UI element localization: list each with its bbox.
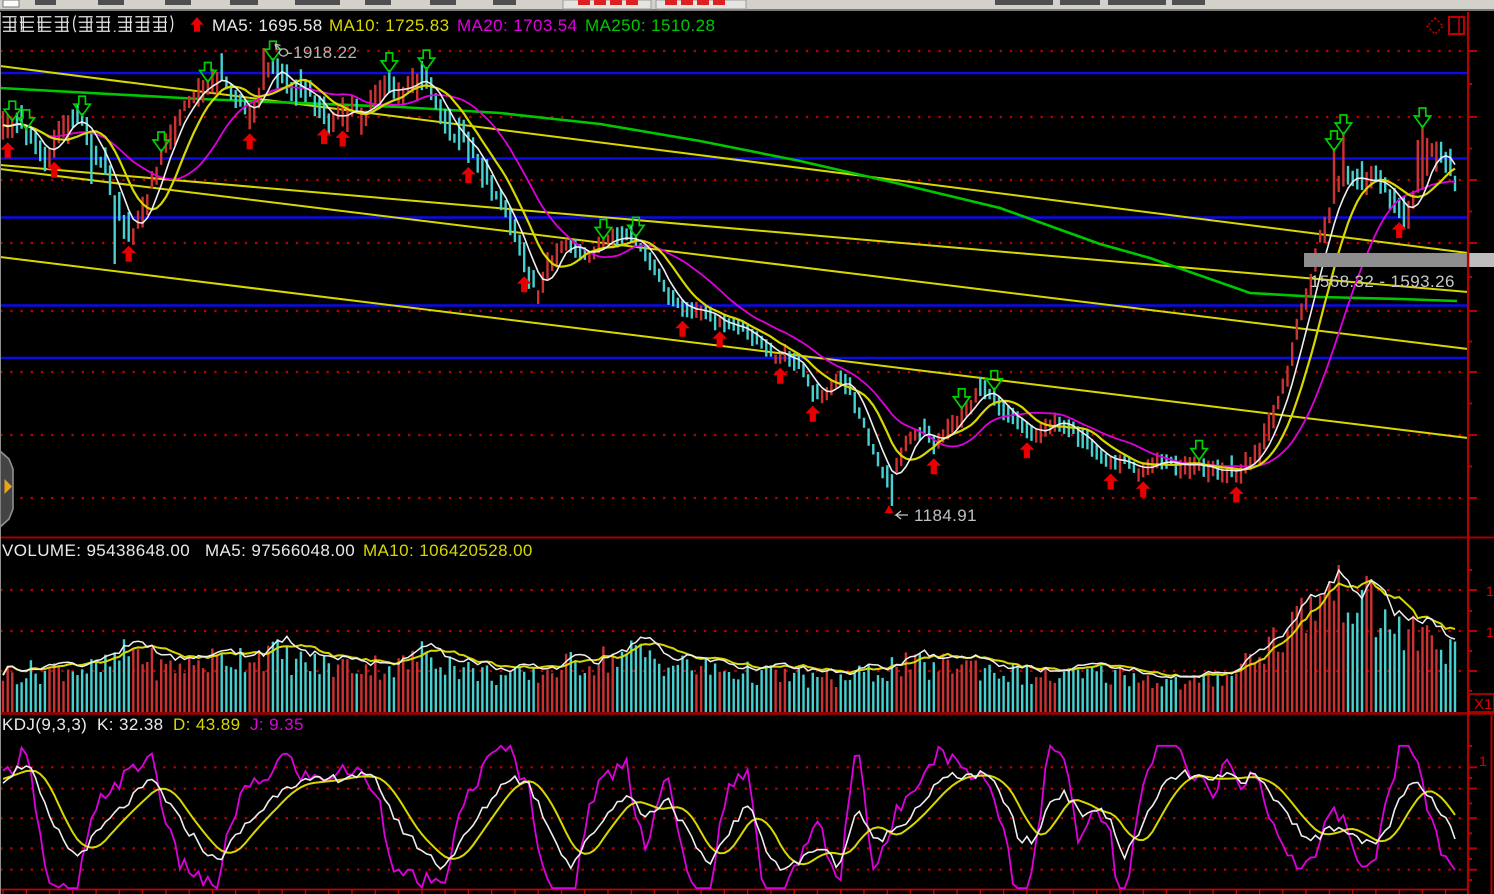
svg-text:-1918.22: -1918.22 bbox=[287, 43, 357, 62]
svg-text:MA5: 97566048.00: MA5: 97566048.00 bbox=[205, 541, 355, 560]
svg-text:KDJ(9,3,3): KDJ(9,3,3) bbox=[2, 715, 87, 734]
svg-text:MA250: 1510.28: MA250: 1510.28 bbox=[585, 16, 715, 35]
svg-text:VOLUME: 95438648.00: VOLUME: 95438648.00 bbox=[2, 541, 190, 560]
svg-text:1568.32 - 1593.26: 1568.32 - 1593.26 bbox=[1310, 272, 1455, 291]
svg-text:X1: X1 bbox=[1474, 696, 1492, 713]
svg-text:1184.91: 1184.91 bbox=[914, 506, 977, 525]
svg-text:1: 1 bbox=[1479, 753, 1487, 769]
svg-text:K: 32.38: K: 32.38 bbox=[97, 715, 164, 734]
svg-text:MA10: 1725.83: MA10: 1725.83 bbox=[329, 16, 450, 35]
svg-text:1: 1 bbox=[1486, 624, 1494, 640]
svg-text:1: 1 bbox=[1486, 583, 1494, 599]
svg-text:D: 43.89: D: 43.89 bbox=[173, 715, 240, 734]
svg-text:MA20: 1703.54: MA20: 1703.54 bbox=[457, 16, 578, 35]
svg-text:J: 9.35: J: 9.35 bbox=[250, 715, 304, 734]
svg-text:MA5: 1695.58: MA5: 1695.58 bbox=[212, 16, 323, 35]
svg-text:MA10: 106420528.00: MA10: 106420528.00 bbox=[363, 541, 533, 560]
